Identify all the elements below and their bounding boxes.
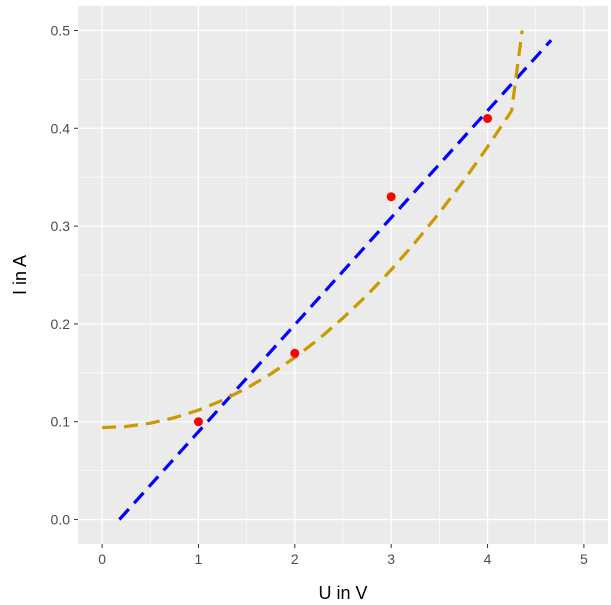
y-axis-title: I in A [10,255,30,295]
series-points [193,113,493,427]
grid-major [78,6,608,544]
data-point [290,348,300,358]
grid-minor [78,6,608,544]
linear-fit-line [118,39,553,521]
x-axis: 0 1 2 3 4 5 [98,544,588,567]
x-tick-label: 1 [195,551,203,567]
x-tick-label: 4 [484,551,492,567]
y-axis: 0.0 0.1 0.2 0.3 0.4 0.5 [51,22,78,528]
x-axis-title: U in V [318,583,367,603]
x-tick-label: 5 [580,551,588,567]
y-tick-label: 0.4 [51,120,71,136]
y-tick-label: 0.1 [51,414,71,430]
series-lines [102,30,553,521]
y-tick-label: 0.0 [51,512,71,528]
x-tick-label: 3 [387,551,395,567]
y-tick-label: 0.2 [51,316,71,332]
x-tick-label: 2 [291,551,299,567]
data-point [483,113,493,123]
quadratic-fit-line [102,30,524,430]
data-point [193,417,203,427]
data-point [386,192,396,202]
x-tick-label: 0 [98,551,106,567]
y-tick-label: 0.3 [51,218,71,234]
y-tick-label: 0.5 [51,22,71,38]
